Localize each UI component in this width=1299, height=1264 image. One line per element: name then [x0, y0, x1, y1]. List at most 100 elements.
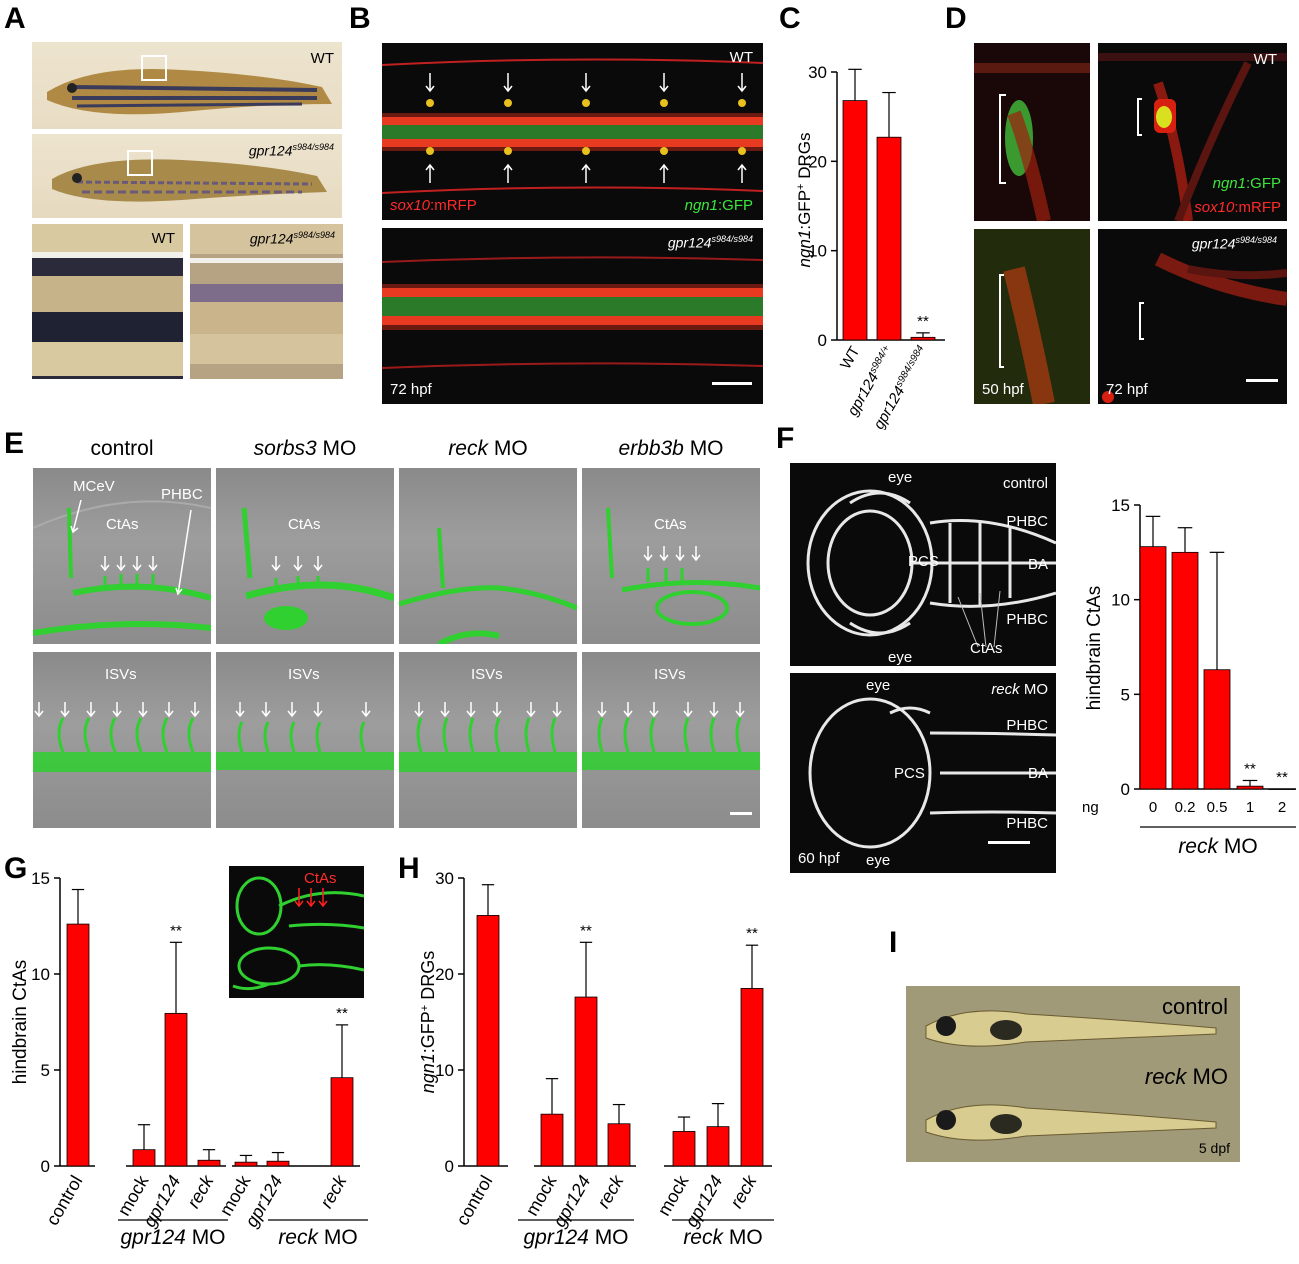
zebrafish-wt-photo: WT: [32, 42, 342, 129]
bar-0: [842, 100, 868, 341]
e-sorbs3-trunk: ISVs: [216, 652, 394, 828]
g-inset-ctas-label: CtAs: [304, 870, 337, 887]
group-label-rest-0: MO: [589, 1226, 629, 1249]
panel-label-h: H: [398, 852, 420, 885]
e-col-reck-suffix: MO: [488, 437, 528, 460]
bar-3: [197, 1159, 221, 1167]
b-ngn1-suffix: :GFP: [717, 197, 753, 214]
f-eye-label-4: eye: [866, 852, 891, 869]
bar-1: [1171, 551, 1199, 790]
e-col-control: control: [90, 437, 154, 460]
f-phbc-label-4: PHBC: [1006, 815, 1048, 832]
x-tick-label-italic-2: gpr124: [870, 383, 908, 430]
e-col-reck-gene: reck: [448, 437, 488, 460]
bar-1: [132, 1149, 156, 1167]
group-label-rest-1: MO: [723, 1226, 763, 1249]
y-axis-title: hindbrain CtAs: [1084, 586, 1105, 711]
f-ctas-label: CtAs: [970, 640, 1003, 657]
bar-4: [1268, 788, 1296, 790]
e-control-head-drawing: [33, 499, 211, 636]
group-label-0: gpr124 MO: [523, 1226, 628, 1249]
panel-label-i: I: [889, 926, 898, 959]
panel-label-g: G: [4, 852, 28, 885]
x-tick-label-6: reck: [726, 1171, 761, 1211]
x-tick-label-3: 1: [1246, 799, 1254, 816]
y-tick-label-2: 10: [31, 965, 50, 984]
y-axis-title: ngn1:GFP+ DRGs: [795, 133, 814, 268]
e-control-trunk-drawing: [33, 702, 211, 772]
b-mutant-micrograph: gpr124s984/s984 72 hpf: [382, 228, 763, 404]
y-tick-label-1: 5: [1121, 685, 1130, 704]
f-phbc-label-3: PHBC: [1006, 717, 1048, 734]
x-tick-label-0: 0: [1149, 799, 1157, 816]
a-inset-wt-label: WT: [151, 230, 175, 247]
g-inset-image: CtAs: [229, 866, 364, 998]
group-label-rest-0: MO: [186, 1226, 226, 1249]
f-eye-label-3: eye: [866, 677, 891, 694]
f-reck-image: eye reck MO PHBC BA PCS PHBC 60 hpf eye: [790, 673, 1056, 873]
y-axis-title-rest: :GFP: [418, 1011, 438, 1053]
x-tick-label-0: control: [42, 1172, 86, 1229]
e-ctas-label-4: CtAs: [654, 516, 687, 533]
b-wt-label: WT: [729, 49, 753, 66]
d-mutant-label: gpr124s984/s984: [1192, 235, 1277, 252]
chart-f: 0 5 10 15 ** ** hindbrain CtAs ng 0 0.2 0.5 1 2 reck …: [1082, 496, 1296, 858]
a-inset-wt: WT: [32, 224, 183, 379]
b-sox10-label: sox10:mRFP: [390, 197, 477, 214]
y-axis-title-end: DRGs: [795, 133, 814, 184]
e-erbb3b-trunk: ISVs: [582, 652, 760, 828]
bar-3: [607, 1123, 631, 1167]
group-label-rest-1: MO: [318, 1226, 358, 1249]
group-label: reck MO: [1178, 835, 1257, 858]
bar-1: [540, 1113, 564, 1167]
zebrafish-mutant-photo: gpr124s984/s984: [32, 134, 342, 218]
d-wt-label: WT: [1253, 51, 1277, 68]
y-tick-label-0: 0: [41, 1157, 50, 1176]
sig-mark-2: **: [917, 313, 929, 330]
d-ngn1-suffix: :GFP: [1245, 175, 1281, 192]
bar-0: [66, 923, 90, 1167]
f-control-label: control: [1002, 475, 1048, 492]
b-wt-drawing: [382, 58, 763, 194]
e-reck-trunk-drawing: [399, 702, 577, 772]
bar-1: [876, 136, 902, 341]
x-tick-label-3: reck: [593, 1171, 628, 1211]
group-label-italic-1: reck: [278, 1226, 319, 1249]
bar-6: [740, 987, 764, 1167]
f-control-drawing: [806, 489, 1056, 648]
sig-mark-2: **: [170, 922, 182, 939]
f-reck-label: reck MO: [991, 681, 1048, 698]
bar-2: [574, 996, 598, 1167]
y-tick-label-0: 0: [1121, 780, 1130, 799]
f-control-image: eye control PHBC BA PCS PHBC CtAs eye: [790, 463, 1056, 666]
y-axis-title-italic: ngn1: [418, 1053, 438, 1093]
x-prefix-label: ng: [1082, 799, 1099, 816]
y-tick-label-3: 15: [31, 869, 50, 888]
y-axis-title-sup: +: [419, 1005, 431, 1011]
a-inset-mut-gene: gpr124: [249, 230, 294, 247]
f-eye-label-2: eye: [888, 649, 913, 666]
sig-mark-2: **: [580, 922, 592, 939]
d-mutant-gene: gpr124: [1191, 235, 1236, 252]
bar-5: [706, 1126, 730, 1167]
i-larvae-drawing: [925, 1010, 1217, 1141]
panel-label-c: C: [779, 2, 801, 35]
b-ngn1-gene: ngn1: [684, 197, 718, 214]
d-sox10-gene: sox10: [1194, 199, 1235, 216]
y-axis-title: hindbrain CtAs: [10, 960, 31, 1085]
f-reck-gene: reck: [991, 681, 1020, 698]
panel-label-e: E: [4, 427, 25, 460]
y-tick-label-1: 10: [808, 242, 827, 261]
a-inset-mutant: gpr124s984/s984: [190, 224, 343, 379]
e-col-erbb3b: erbb3b MO: [581, 437, 761, 461]
d-ngn1-gene: ngn1: [1212, 175, 1246, 192]
bar-4: [234, 1161, 258, 1167]
y-tick-label-2: 20: [435, 965, 454, 984]
d-stage1-label: 50 hpf: [982, 381, 1024, 398]
e-control-head: MCeV PHBC CtAs: [33, 468, 211, 644]
b-sox10-gene: sox10: [390, 197, 431, 214]
y-tick-label-1: 5: [41, 1061, 50, 1080]
